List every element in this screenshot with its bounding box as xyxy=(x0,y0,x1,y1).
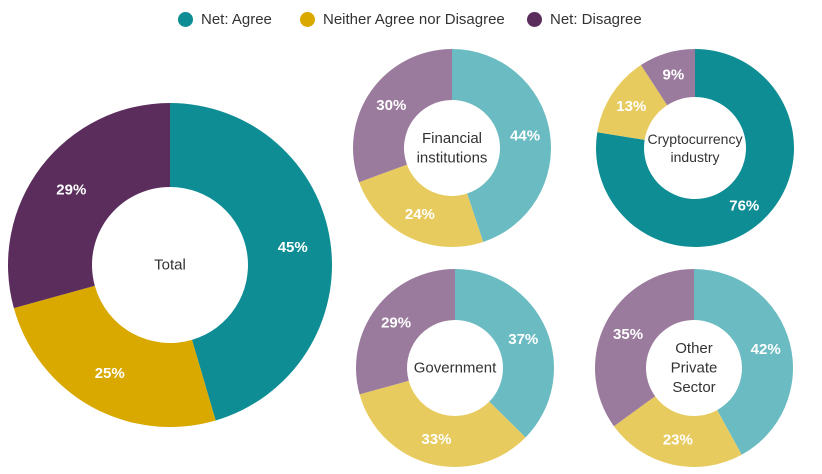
donut-government: 37% 33% 29% Government xyxy=(355,269,554,467)
slice-cryptocurrency-industry-disagree xyxy=(640,49,695,106)
slice-government-neither xyxy=(359,380,526,467)
title-other-private-sector: Other Private Sector xyxy=(671,340,718,396)
slice-total-disagree xyxy=(8,103,171,309)
slice-other-private-sector-agree xyxy=(694,269,793,455)
slice-cryptocurrency-industry-neither xyxy=(597,65,668,140)
slice-total-neither xyxy=(13,285,216,427)
slice-financial-institutions-neither xyxy=(359,164,484,248)
slice-total-agree xyxy=(170,103,332,421)
legend-item-agree: Net: Agree xyxy=(178,6,272,32)
data-label-government-agree: 37% xyxy=(508,331,538,348)
data-label-cryptocurrency-industry-neither: 13% xyxy=(616,98,646,115)
legend-swatch-disagree xyxy=(527,11,542,27)
legend-swatch-neither xyxy=(300,11,315,27)
data-label-government-neither: 33% xyxy=(421,431,451,448)
slice-government-disagree xyxy=(355,269,455,395)
slice-government-agree xyxy=(455,269,554,438)
data-label-government-disagree: 29% xyxy=(381,315,411,332)
slice-other-private-sector-disagree xyxy=(594,269,694,427)
data-label-total-disagree: 29% xyxy=(56,181,86,198)
data-label-other-private-sector-agree: 42% xyxy=(751,341,781,358)
legend-item-neither: Neither Agree nor Disagree xyxy=(300,6,505,32)
title-financial-institutions: Financial institutions xyxy=(417,130,488,167)
title-cryptocurrency-industry: Cryptocurrency industry xyxy=(648,131,743,165)
data-label-financial-institutions-neither: 24% xyxy=(405,206,435,223)
slice-other-private-sector-neither xyxy=(613,396,742,468)
legend-label-neither: Neither Agree nor Disagree xyxy=(323,10,505,28)
data-label-cryptocurrency-industry-agree: 76% xyxy=(729,197,759,214)
legend-label-disagree: Net: Disagree xyxy=(550,10,642,28)
legend: Net: Agree Neither Agree nor Disagree Ne… xyxy=(0,6,822,32)
data-label-financial-institutions-disagree: 30% xyxy=(376,97,406,114)
data-label-financial-institutions-agree: 44% xyxy=(510,128,540,145)
data-label-other-private-sector-disagree: 35% xyxy=(613,326,643,343)
data-label-total-neither: 25% xyxy=(95,365,125,382)
legend-item-disagree: Net: Disagree xyxy=(527,6,642,32)
data-label-total-agree: 45% xyxy=(278,239,308,256)
slice-financial-institutions-disagree xyxy=(352,49,452,183)
data-label-cryptocurrency-industry-disagree: 9% xyxy=(663,67,685,84)
donut-other-private-sector: 42% 23% 35% Other Private Sector xyxy=(594,269,793,468)
slice-cryptocurrency-industry-agree xyxy=(596,49,794,247)
title-total: Total xyxy=(154,257,186,274)
data-label-other-private-sector-neither: 23% xyxy=(663,432,693,449)
title-government: Government xyxy=(414,360,497,377)
donut-total: 45% 25% 29% Total xyxy=(8,103,332,427)
legend-swatch-agree xyxy=(178,11,193,27)
donut-financial-institutions: 44% 24% 30% Financial institutions xyxy=(352,49,552,248)
donut-cryptocurrency-industry: 76% 13% 9% Cryptocurrency industry xyxy=(596,49,794,247)
slice-financial-institutions-agree xyxy=(452,49,552,242)
legend-label-agree: Net: Agree xyxy=(201,10,272,28)
